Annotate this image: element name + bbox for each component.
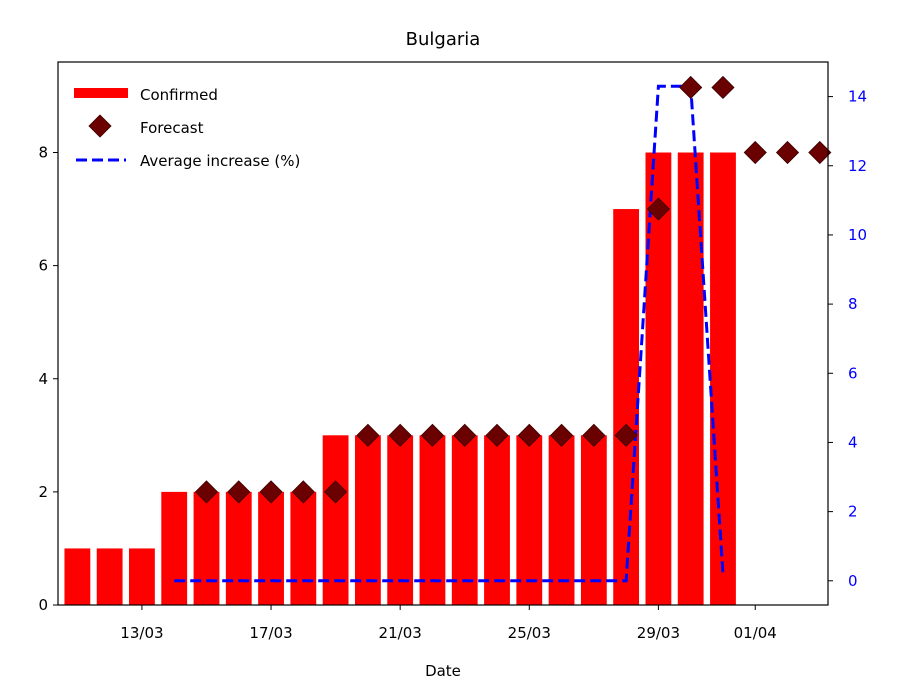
legend-average-increase-label: Average increase (%) — [140, 152, 300, 170]
average-increase-line — [174, 84, 725, 583]
y-right-tick-label: 6 — [848, 364, 858, 382]
confirmed-bar — [710, 152, 736, 605]
plot-area: 0 2 4 6 8 0 2 4 6 8 10 12 14 13/03 17/03 21/03 25/03 29/0… — [38, 75, 867, 642]
y-tick-label: 0 — [38, 596, 48, 614]
y-tick-label: 2 — [38, 483, 48, 501]
plot-frame — [57, 61, 829, 606]
confirmed-bar — [354, 435, 381, 605]
y-right-tick-label: 0 — [848, 572, 858, 590]
confirmed-bar — [516, 435, 543, 605]
forecast-marker — [711, 75, 735, 100]
forecast-marker — [517, 423, 541, 447]
y-right-tick-label: 10 — [848, 226, 867, 244]
confirmed-bar — [290, 491, 317, 605]
forecast-marker — [775, 140, 800, 165]
forecast-marker — [259, 480, 283, 504]
forecast-marker — [324, 480, 348, 504]
legend-confirmed-swatch — [74, 88, 128, 98]
x-tick-label: 21/03 — [379, 624, 422, 642]
confirmed-bar — [613, 209, 640, 605]
legend: Confirmed Forecast Average increase (%) — [74, 86, 300, 170]
forecast-marker — [808, 140, 832, 165]
forecast-marker — [291, 480, 315, 504]
x-axis-label: Date — [425, 662, 461, 680]
confirmed-bar — [387, 435, 414, 605]
y-tick-label: 4 — [38, 370, 48, 388]
y-right-tick-label: 2 — [848, 503, 858, 521]
confirmed-bar — [322, 435, 349, 605]
confirmed-bar — [64, 548, 91, 605]
forecast-marker — [550, 423, 574, 447]
x-tick-label: 17/03 — [249, 624, 292, 642]
forecast-marker — [614, 423, 638, 447]
confirmed-bar — [580, 435, 607, 605]
forecast-marker — [194, 480, 219, 504]
legend-confirmed-label: Confirmed — [140, 86, 218, 104]
chart-title: Bulgaria — [406, 29, 481, 50]
y-right-tick-label: 4 — [848, 433, 858, 451]
x-tick-label: 01/04 — [734, 624, 777, 642]
y-tick-label: 6 — [38, 257, 48, 275]
confirmed-bar — [193, 491, 220, 605]
confirmed-bar — [225, 491, 252, 605]
confirmed-bar — [451, 435, 478, 605]
y-right-tick-label: 12 — [848, 157, 867, 175]
forecast-marker — [646, 197, 670, 221]
confirmed-bar — [258, 491, 284, 605]
confirmed-bar — [548, 435, 575, 605]
confirmed-bar — [419, 435, 446, 605]
plot-clipped-group — [64, 84, 736, 605]
forecast-marker — [356, 423, 380, 447]
y-tick-label: 8 — [38, 144, 48, 162]
confirmed-bar — [161, 491, 188, 605]
forecast-marker — [485, 423, 509, 447]
legend-forecast-marker — [88, 114, 112, 138]
confirmed-bar — [129, 548, 155, 605]
forecast-marker — [679, 75, 703, 100]
y-right-tick-label: 8 — [848, 295, 858, 313]
x-tick-label: 13/03 — [120, 624, 163, 642]
confirmed-bar — [484, 435, 510, 605]
forecast-marker — [582, 423, 606, 447]
forecast-marker — [743, 140, 767, 165]
legend-forecast-label: Forecast — [140, 119, 204, 137]
x-tick-label: 29/03 — [637, 624, 680, 642]
x-tick-label: 25/03 — [508, 624, 551, 642]
confirmed-bar — [96, 548, 123, 605]
forecast-marker — [453, 423, 477, 447]
forecast-marker — [420, 423, 445, 447]
forecast-marker — [388, 423, 412, 447]
forecast-marker — [227, 480, 251, 504]
y-right-tick-label: 14 — [848, 88, 867, 106]
